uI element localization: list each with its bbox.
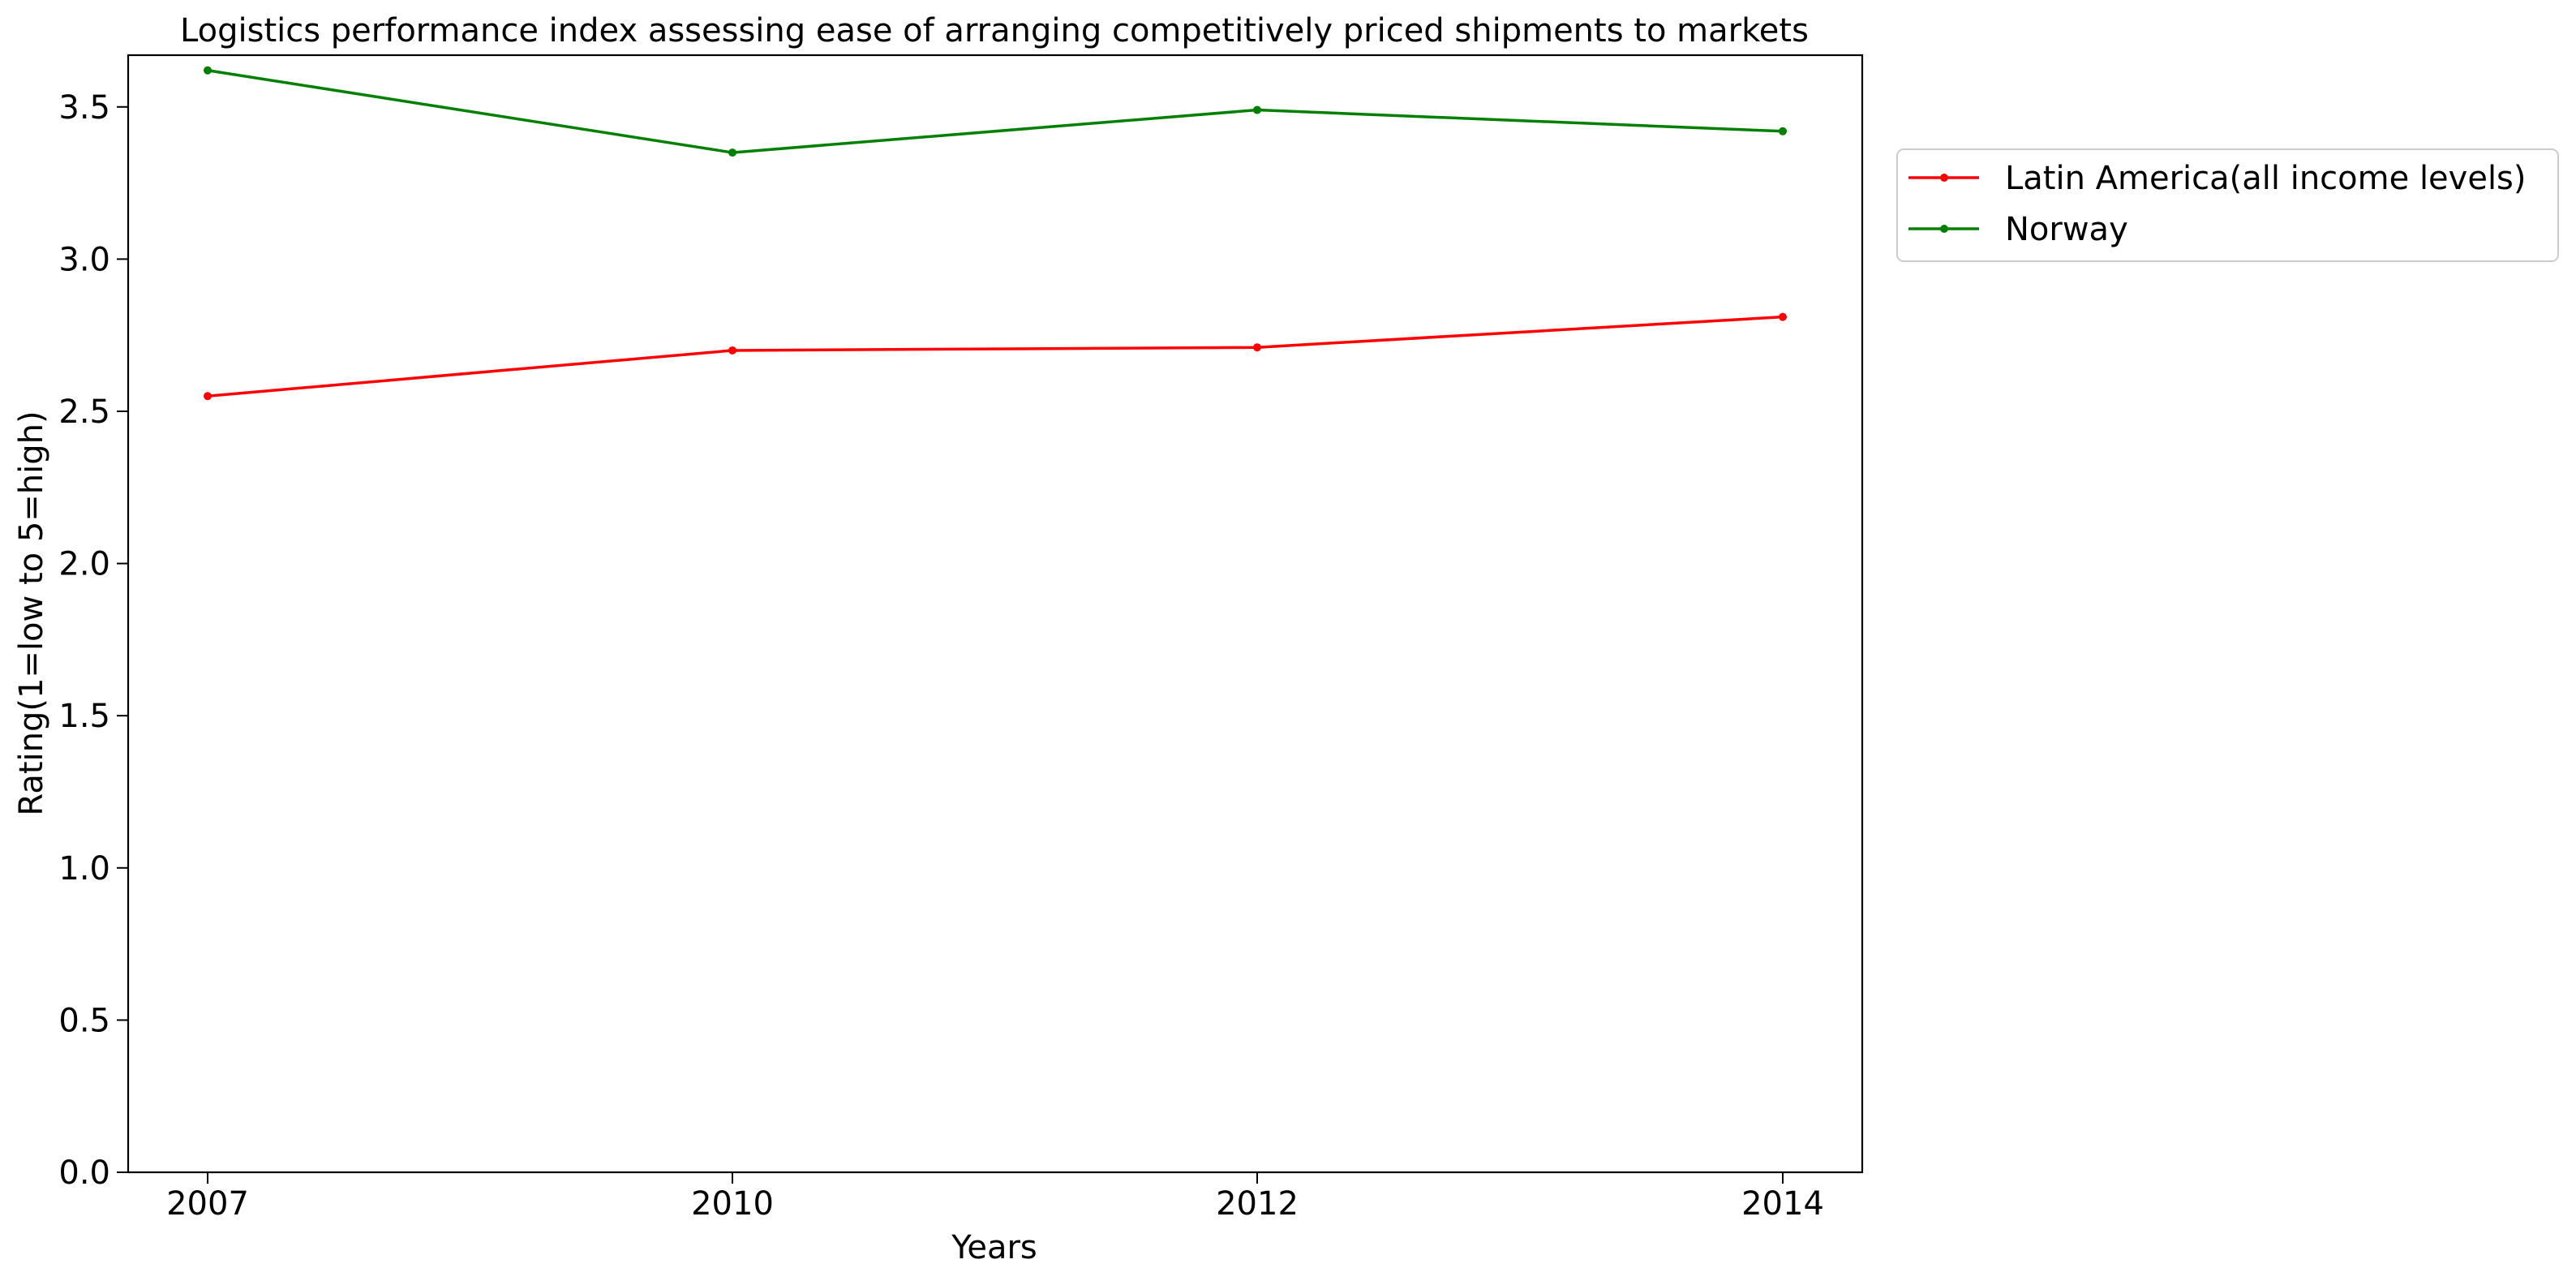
x-tick-label: 2012: [1216, 1185, 1299, 1223]
data-point: [1779, 127, 1787, 135]
data-point: [1253, 105, 1261, 114]
x-tick-label: 2014: [1741, 1185, 1824, 1223]
series-layer: [204, 66, 1787, 401]
data-point: [728, 346, 736, 355]
y-tick-label: 3.5: [58, 89, 110, 127]
legend: Latin America(all income levels) Norway: [1896, 148, 2559, 262]
chart-title: Logistics performance index assessing ea…: [180, 12, 1809, 49]
data-point: [204, 66, 212, 75]
y-tick-label: 2.0: [58, 546, 110, 583]
y-tick-label: 1.5: [58, 698, 110, 735]
y-tick-label: 2.5: [58, 393, 110, 431]
y-tick-label: 1.0: [58, 850, 110, 888]
legend-box: [1896, 148, 2559, 262]
x-axis-label: Years: [951, 1229, 1037, 1266]
y-axis-label: Rating(1=low to 5=high): [13, 411, 50, 815]
y-tick-label: 0.0: [58, 1154, 110, 1192]
y-axis: 0.0 0.5 1.0 1.5 2.0 2.5 3.0 3.5: [58, 89, 128, 1192]
plot-area: [127, 54, 1864, 1174]
y-tick-label: 3.0: [58, 241, 110, 278]
x-axis: 2007 2010 2012 2014: [166, 1172, 1824, 1223]
data-point: [204, 392, 212, 401]
data-point: [1253, 343, 1261, 352]
data-point: [1779, 312, 1787, 321]
y-tick-label: 0.5: [58, 1002, 110, 1039]
legend-label: Norway: [2005, 211, 2128, 248]
legend-swatch-marker: [1940, 225, 1948, 233]
series-line-1: [207, 69, 1784, 154]
legend-label: Latin America(all income levels): [2005, 160, 2527, 197]
series-line-0: [207, 315, 1784, 398]
legend-swatch-marker: [1940, 174, 1948, 182]
x-tick-label: 2007: [166, 1185, 249, 1223]
x-tick-label: 2010: [691, 1185, 774, 1223]
data-point: [728, 148, 736, 157]
